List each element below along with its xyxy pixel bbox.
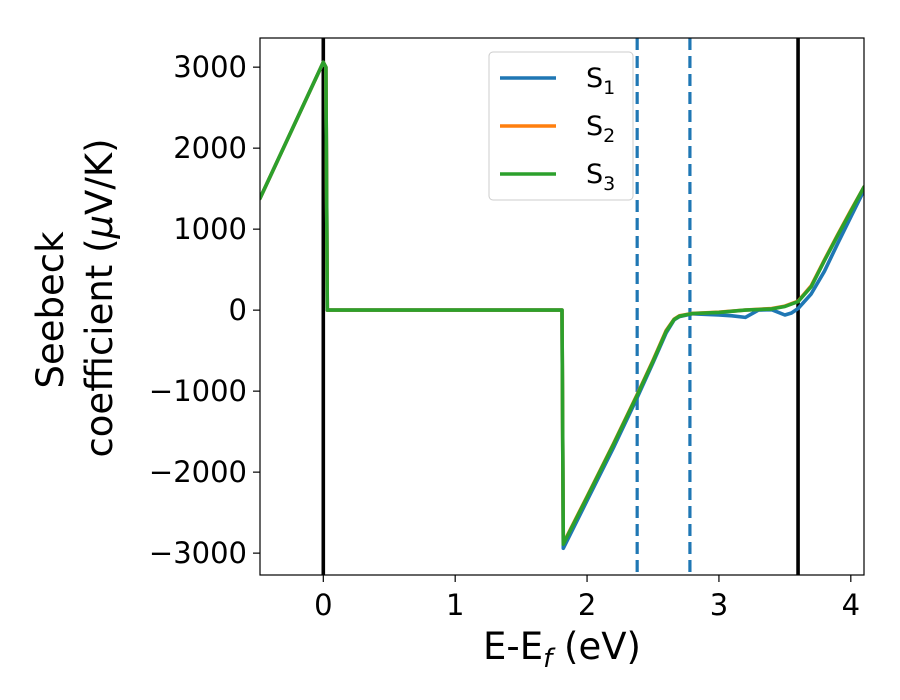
y-axis-label-line1: Seebeck: [29, 231, 72, 389]
y-tick-label: −1000: [149, 374, 247, 408]
legend-box: [488, 51, 634, 201]
x-axis-ticks: 0 1 2 3 4: [314, 575, 860, 622]
x-tick-label: 1: [446, 588, 464, 622]
y-tick-label: 2000: [173, 131, 247, 165]
legend-label: S2: [586, 111, 615, 147]
data-series: [260, 60, 864, 551]
y-tick-label: 1000: [173, 212, 247, 246]
y-tick-label: −2000: [149, 455, 247, 489]
x-tick-label: 3: [710, 588, 728, 622]
y-axis-ticks: 3000 2000 1000 0 −1000 −2000 −3000: [149, 50, 260, 570]
x-tick-label: 0: [314, 588, 332, 622]
legend-label: S1: [586, 63, 615, 99]
legend: S1 S2 S3: [488, 51, 634, 201]
series-line-s3: [260, 60, 864, 547]
y-tick-label: 0: [229, 293, 247, 327]
y-tick-label: 3000: [173, 50, 247, 84]
x-axis-label: E-Ef (eV): [483, 625, 641, 674]
y-tick-label: −3000: [149, 536, 247, 570]
x-tick-label: 4: [842, 588, 860, 622]
plot-frame: [259, 37, 865, 576]
legend-label: S3: [586, 159, 615, 195]
x-tick-label: 2: [578, 588, 596, 622]
y-axis-label-line2: coefficient (μV/K): [78, 138, 121, 457]
